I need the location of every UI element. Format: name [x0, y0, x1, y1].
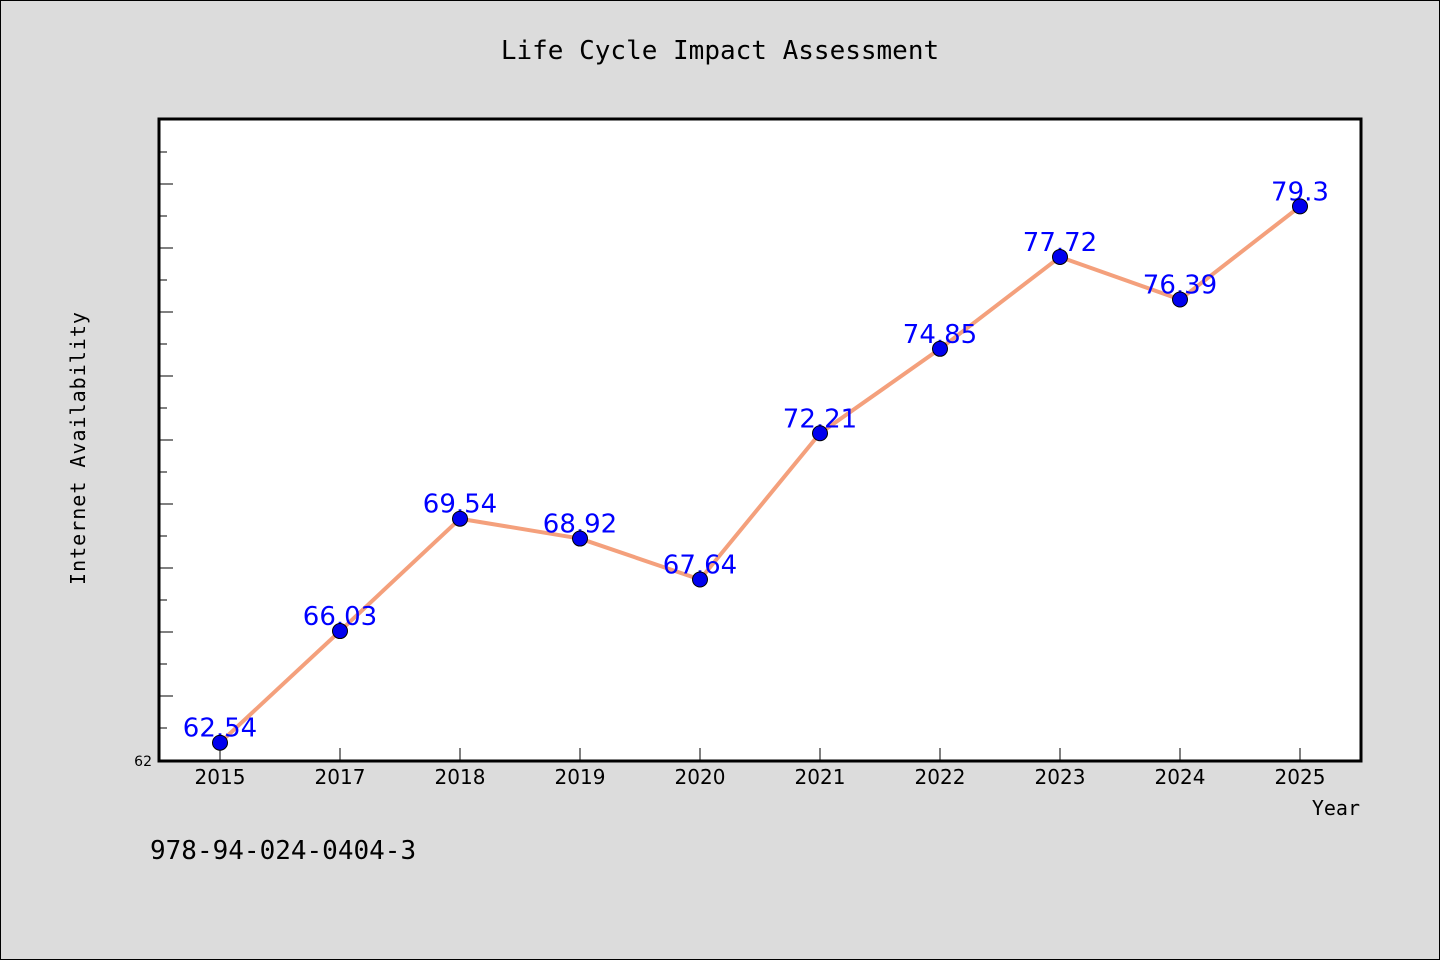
x-tick-label: 2019: [555, 765, 606, 789]
x-ticks: 2015 2017 2018 2019 2020 2021 2022 2023 2024 2025: [195, 748, 1326, 789]
data-point: [812, 425, 828, 442]
x-tick-label: 2022: [915, 765, 966, 789]
x-tick-label: 2024: [1155, 765, 1206, 789]
footer-isbn: 978-94-024-0404-3: [150, 836, 417, 866]
series-line: [218, 204, 1302, 745]
x-tick-label: 2021: [795, 765, 846, 789]
y-tick-label: 62: [134, 754, 152, 770]
x-tick-label: 2025: [1275, 765, 1326, 789]
chart-title: Life Cycle Impact Assessment: [500, 36, 940, 66]
data-point: [332, 623, 348, 640]
data-point: [932, 340, 948, 357]
x-tick-label: 2015: [195, 765, 246, 789]
x-tick-label: 2023: [1035, 765, 1086, 789]
x-axis-label: Year: [1311, 796, 1360, 820]
data-point: [1172, 291, 1188, 308]
y-ticks: 62: [134, 119, 173, 770]
data-point: [692, 571, 708, 588]
x-tick-label: 2020: [675, 765, 726, 789]
x-tick-label: 2017: [315, 765, 366, 789]
data-point: [572, 530, 588, 547]
data-point: [452, 510, 468, 527]
x-tick-label: 2018: [435, 765, 486, 789]
plot-area: [157, 117, 1363, 763]
data-point: [212, 734, 228, 751]
series-group: 62.5466.0369.5468.9267.6472.2174.8577.72…: [183, 177, 1329, 751]
data-point: [1292, 198, 1308, 215]
data-point: [1052, 248, 1068, 265]
